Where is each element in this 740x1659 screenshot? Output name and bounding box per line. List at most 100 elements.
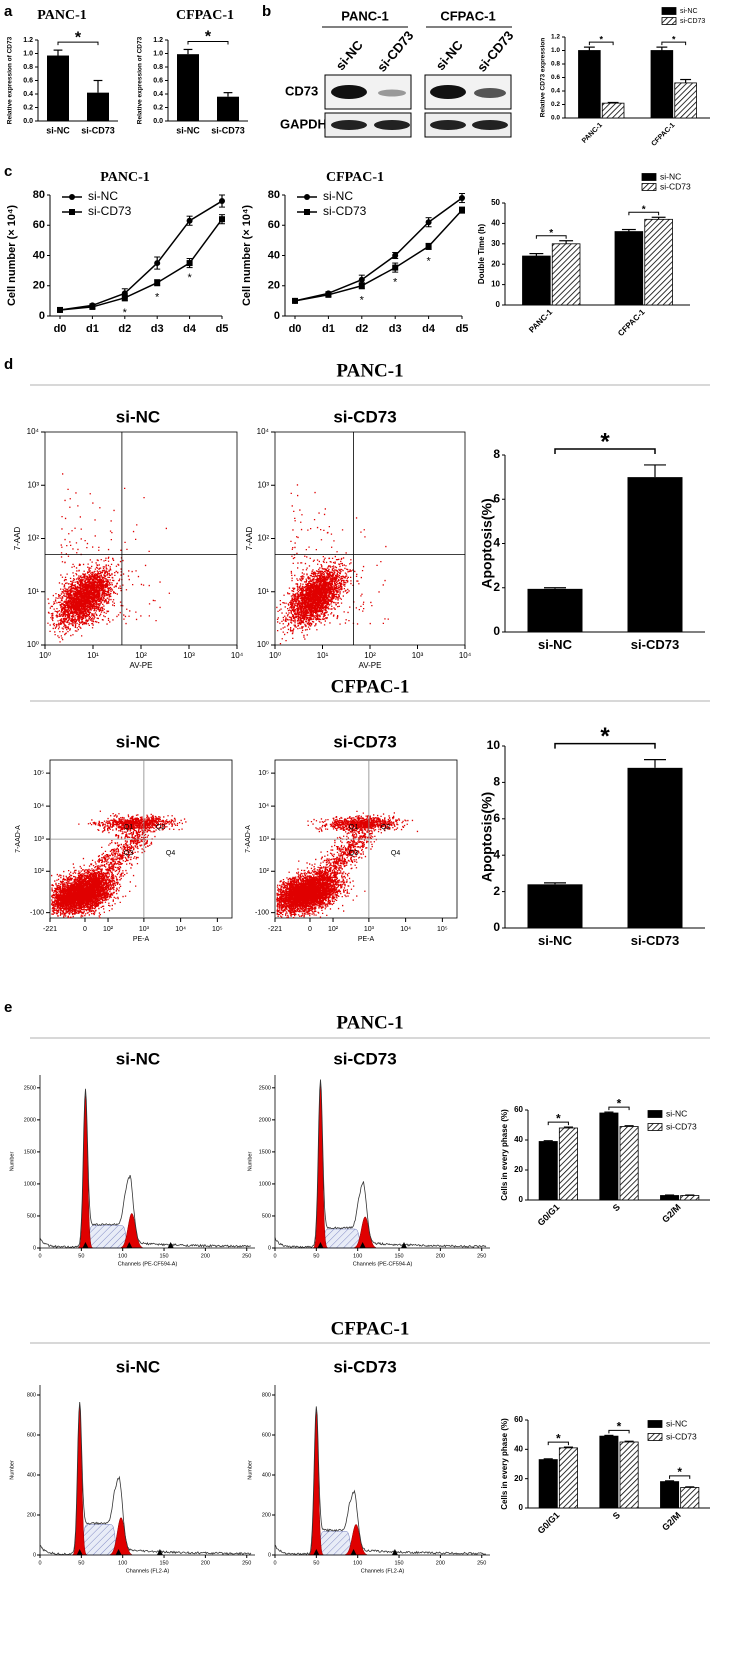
quadrant-label: Q1 <box>349 824 358 831</box>
x-tick-label: 10⁴ <box>400 926 411 933</box>
x-tick-label: 10⁵ <box>437 926 448 933</box>
x-tick-label: 50 <box>78 1253 84 1259</box>
g1-peak <box>77 1095 94 1249</box>
g2-peak <box>120 1213 143 1249</box>
y-tick-label: 6 <box>493 491 500 505</box>
series-line <box>294 209 463 302</box>
chart-title: CFPAC-1 <box>176 8 234 23</box>
chart-title: si-NC <box>116 1357 160 1376</box>
y-tick-label: 1500 <box>24 1149 36 1155</box>
quadrant-label: Q2 <box>381 824 390 831</box>
quadrant-label: Q4 <box>391 850 400 857</box>
significance-label: * <box>617 1420 622 1434</box>
blot-row: CD73 <box>285 83 318 98</box>
bar <box>538 1141 558 1201</box>
quadrant-label: Q3 <box>349 850 358 857</box>
legend-swatch <box>647 1110 663 1118</box>
x-tick-label: G0/G1 <box>536 1510 562 1536</box>
significance-label: * <box>556 1111 561 1125</box>
significance-bracket <box>608 1429 630 1434</box>
gate-marker <box>313 1549 320 1555</box>
bar <box>522 255 551 306</box>
bar <box>217 96 239 121</box>
blot-lane: si-NC <box>333 37 367 73</box>
x-tick-label: d5 <box>456 323 469 335</box>
y-tick-label: 10¹ <box>27 587 39 596</box>
x-tick-label: 10⁵ <box>212 926 223 933</box>
y-tick-label: 10⁵ <box>33 770 44 777</box>
y-tick-label: 0.6 <box>551 74 560 81</box>
x-tick-label: -221 <box>43 926 57 933</box>
bar <box>619 1441 639 1509</box>
x-tick-label: 10⁰ <box>39 651 51 660</box>
bar <box>614 231 644 306</box>
legend-label: si-NC <box>660 171 681 181</box>
x-tick-label: 10¹ <box>87 651 99 660</box>
x-tick-label: si-CD73 <box>631 933 679 948</box>
blot-band <box>474 88 506 98</box>
x-tick-label: 0 <box>38 1253 41 1259</box>
y-tick-label: 0 <box>493 624 500 638</box>
x-tick-label: 10⁴ <box>231 651 244 660</box>
significance-label: * <box>360 295 365 307</box>
x-tick-label: d2 <box>118 323 131 335</box>
y-tick-label: 0 <box>496 300 501 309</box>
data-point <box>292 297 298 304</box>
chart-title: PANC-1 <box>100 170 150 185</box>
x-tick-label: 200 <box>436 1560 445 1566</box>
x-tick-label: PANC-1 <box>581 122 604 145</box>
y-tick-label: 50 <box>491 198 500 207</box>
x-tick-label: 200 <box>201 1560 210 1566</box>
y-tick-label: 0 <box>33 1245 36 1251</box>
y-tick-label: 1.0 <box>153 50 163 57</box>
y-tick-label: 500 <box>262 1213 271 1219</box>
data-point <box>219 216 225 223</box>
x-tick-label: d1 <box>86 323 99 335</box>
y-tick-label: 10³ <box>257 480 269 489</box>
significance-label: * <box>599 34 603 44</box>
x-tick-label: si-CD73 <box>631 637 679 652</box>
significance-bracket <box>535 235 567 239</box>
blot-lane: si-CD73 <box>374 28 417 75</box>
x-axis-label: Channels (FL2-A) <box>361 1568 405 1574</box>
y-tick-label: 2 <box>493 580 500 594</box>
x-tick-label: G0/G1 <box>536 1202 562 1228</box>
x-tick-label: 150 <box>394 1560 403 1566</box>
x-tick-label: 10² <box>135 651 147 660</box>
event-cloud <box>47 473 170 643</box>
legend-swatch <box>647 1420 663 1428</box>
y-tick-label: 0 <box>493 920 500 934</box>
x-tick-label: 10³ <box>139 926 150 933</box>
chart-title: si-CD73 <box>333 407 396 426</box>
x-tick-label: 10³ <box>412 651 424 660</box>
section-title: CFPAC-1 <box>331 1318 410 1339</box>
x-tick-label: si-CD73 <box>81 125 115 135</box>
legend-label: si-NC <box>680 8 698 15</box>
y-tick-label: 0.8 <box>153 64 163 71</box>
y-axis-label: Relative expression of CD73 <box>7 36 14 124</box>
y-tick-label: 10³ <box>259 836 270 843</box>
y-tick-label: 800 <box>27 1392 36 1398</box>
y-tick-label: 10⁰ <box>27 640 39 649</box>
x-tick-label: d1 <box>322 323 335 335</box>
y-tick-label: 60 <box>33 219 45 231</box>
y-tick-label: 0.6 <box>153 77 163 84</box>
legend-label: si-NC <box>323 189 353 203</box>
gate-marker <box>156 1549 163 1555</box>
data-point <box>186 260 193 267</box>
y-axis-label: Cells in every phase (%) <box>500 1109 509 1201</box>
chart-title: si-NC <box>116 407 160 426</box>
g2-peak <box>345 1524 367 1556</box>
y-tick-label: 40 <box>33 249 45 261</box>
y-tick-label: 0 <box>268 1552 271 1558</box>
x-tick-label: si-NC <box>46 125 70 135</box>
y-tick-label: 2000 <box>24 1117 36 1123</box>
y-tick-label: 200 <box>27 1512 36 1518</box>
x-tick-label: 50 <box>313 1560 319 1566</box>
s-phase-region <box>84 1225 130 1249</box>
y-axis-label: 7-AAD <box>13 526 22 550</box>
data-point <box>121 294 128 301</box>
x-tick-label: d4 <box>422 323 436 335</box>
gate-marker <box>82 1242 89 1248</box>
y-tick-label: 1.0 <box>551 47 560 54</box>
